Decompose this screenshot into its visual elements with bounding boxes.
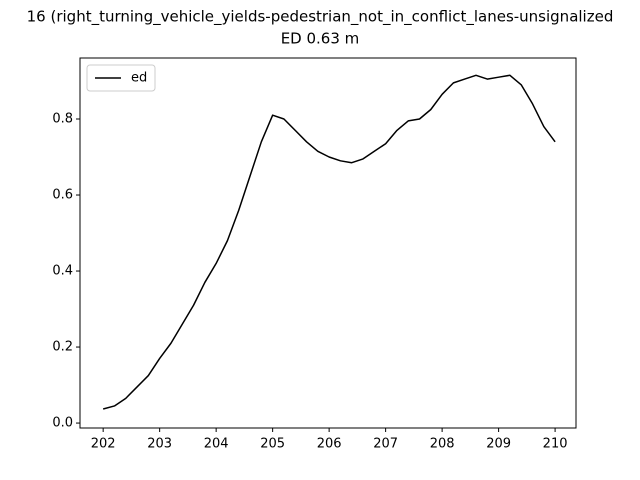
line-series: [102, 74, 556, 410]
x-tick-label: 208: [430, 437, 455, 452]
x-tick-label: 204: [204, 437, 229, 452]
y-tick-label: 0.8: [52, 112, 73, 127]
x-tick-label: 203: [147, 437, 172, 452]
y-tick-label: 0.4: [52, 264, 73, 279]
chart-title: 16 (right_turning_vehicle_yields-pedestr…: [27, 8, 614, 27]
chart-subtitle: ED 0.63 m: [281, 30, 360, 48]
y-tick-label: 0.6: [52, 188, 73, 203]
x-tick-label: 210: [543, 437, 568, 452]
legend-label: ed: [131, 71, 147, 86]
y-tick-label: 0.2: [52, 340, 73, 355]
x-tick-label: 205: [260, 437, 285, 452]
x-tick-label: 202: [91, 437, 116, 452]
x-tick-label: 206: [317, 437, 342, 452]
y-tick-label: 0.0: [52, 416, 73, 431]
plot-frame: [79, 57, 577, 429]
x-tick-label: 207: [373, 437, 398, 452]
x-tick-label: 209: [486, 437, 511, 452]
